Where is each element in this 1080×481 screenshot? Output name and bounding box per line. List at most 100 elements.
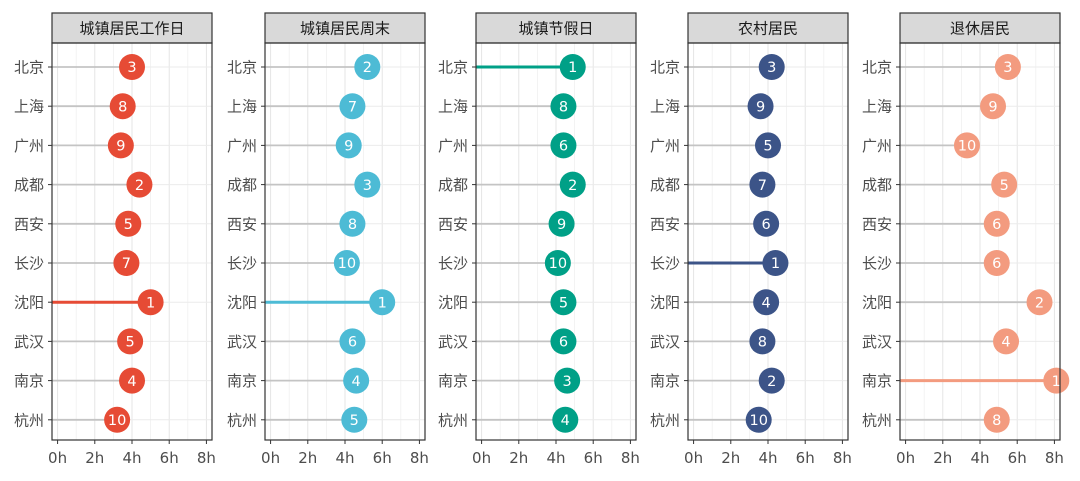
x-tick-label: 8h — [197, 449, 216, 467]
rank-label: 9 — [988, 99, 997, 115]
strip-header — [899, 12, 1061, 44]
city-label: 武汉 — [14, 333, 44, 351]
rank-label: 3 — [363, 178, 372, 194]
lollipop-point — [747, 93, 774, 120]
x-tick-label: 8h — [1045, 449, 1064, 467]
rank-label: 6 — [348, 335, 357, 351]
rank-label: 8 — [992, 413, 1001, 429]
lollipop-point — [550, 132, 577, 159]
city-label: 长沙 — [227, 255, 257, 273]
rank-label: 10 — [958, 139, 976, 155]
x-tick-label: 0h — [261, 449, 280, 467]
lollipop-point — [115, 210, 142, 237]
rank-label: 10 — [749, 413, 767, 429]
x-tick-label: 6h — [1008, 449, 1027, 467]
rank-label: 1 — [146, 295, 155, 311]
x-tick-label: 4h — [758, 449, 777, 467]
lollipop-point — [339, 93, 366, 120]
rank-label: 7 — [348, 99, 357, 115]
city-label: 广州 — [14, 137, 44, 155]
city-label: 南京 — [227, 372, 257, 390]
lollipop-point — [559, 171, 586, 198]
lollipop-point — [983, 406, 1010, 433]
city-label: 广州 — [650, 137, 680, 155]
city-label: 沈阳 — [227, 294, 257, 312]
city-label: 沈阳 — [650, 294, 680, 312]
lollipop-point — [758, 367, 785, 394]
lollipop-point — [994, 54, 1021, 80]
lollipop-point — [993, 328, 1020, 355]
rank-label: 1 — [771, 256, 780, 272]
strip-title: 城镇居民周末 — [300, 20, 390, 38]
city-label: 杭州 — [14, 411, 44, 429]
rank-label: 3 — [563, 374, 572, 390]
lollipop-point — [559, 54, 586, 80]
city-label: 南京 — [862, 372, 892, 390]
lollipop-point — [339, 328, 366, 355]
rank-label: 7 — [758, 178, 767, 194]
lollipop-point — [991, 171, 1018, 198]
rank-label: 6 — [559, 335, 568, 351]
x-tick-label: 2h — [933, 449, 952, 467]
lollipop-point — [113, 250, 140, 276]
rank-label: 10 — [549, 256, 567, 272]
rank-label: 4 — [561, 413, 570, 429]
city-label: 西安 — [227, 215, 257, 233]
rank-label: 9 — [344, 139, 353, 155]
rank-label: 2 — [568, 178, 577, 194]
city-label: 西安 — [650, 215, 680, 233]
city-label: 沈阳 — [14, 294, 44, 312]
x-tick-label: 8h — [410, 449, 429, 467]
rank-label: 8 — [758, 335, 767, 351]
rank-label: 8 — [348, 217, 357, 233]
city-label: 杭州 — [227, 411, 257, 429]
rank-label: 5 — [763, 139, 772, 155]
lollipop-point — [333, 250, 360, 276]
city-label: 杭州 — [438, 411, 468, 429]
city-label: 沈阳 — [438, 294, 468, 312]
lollipop-point — [980, 93, 1007, 120]
rank-label: 2 — [767, 374, 776, 390]
rank-label: 4 — [1001, 335, 1010, 351]
city-label: 长沙 — [438, 255, 468, 273]
rank-label: 3 — [767, 60, 776, 76]
rank-label: 1 — [378, 295, 387, 311]
x-tick-label: 2h — [721, 449, 740, 467]
rank-label: 9 — [116, 139, 125, 155]
x-tick-label: 4h — [122, 449, 141, 467]
city-label: 上海 — [438, 98, 468, 116]
strip-title: 城镇居民工作日 — [79, 20, 184, 38]
city-label: 南京 — [14, 372, 44, 390]
lollipop-point — [762, 250, 789, 276]
lollipop-point — [107, 132, 134, 159]
rank-label: 1 — [568, 60, 577, 76]
city-label: 上海 — [862, 98, 892, 116]
lollipop-point — [753, 289, 780, 316]
lollipop-point — [1043, 367, 1070, 394]
strip-title: 农村居民 — [738, 20, 798, 38]
lollipop-point — [1026, 289, 1053, 316]
city-label: 长沙 — [14, 255, 44, 273]
rank-label: 6 — [992, 256, 1001, 272]
x-tick-label: 0h — [48, 449, 67, 467]
lollipop-point — [117, 328, 144, 355]
city-label: 武汉 — [438, 333, 468, 351]
city-label: 广州 — [227, 137, 257, 155]
rank-label: 10 — [108, 413, 126, 429]
lollipop-point — [548, 210, 575, 237]
rank-label: 5 — [1000, 178, 1009, 194]
lollipop-point — [339, 210, 366, 237]
city-label: 杭州 — [862, 411, 892, 429]
rank-label: 5 — [126, 335, 135, 351]
rank-label: 8 — [118, 99, 127, 115]
city-label: 长沙 — [862, 255, 892, 273]
rank-label: 6 — [559, 139, 568, 155]
x-tick-label: 6h — [796, 449, 815, 467]
x-tick-label: 2h — [509, 449, 528, 467]
city-label: 武汉 — [862, 333, 892, 351]
city-label: 北京 — [650, 59, 680, 77]
city-label: 广州 — [862, 137, 892, 155]
